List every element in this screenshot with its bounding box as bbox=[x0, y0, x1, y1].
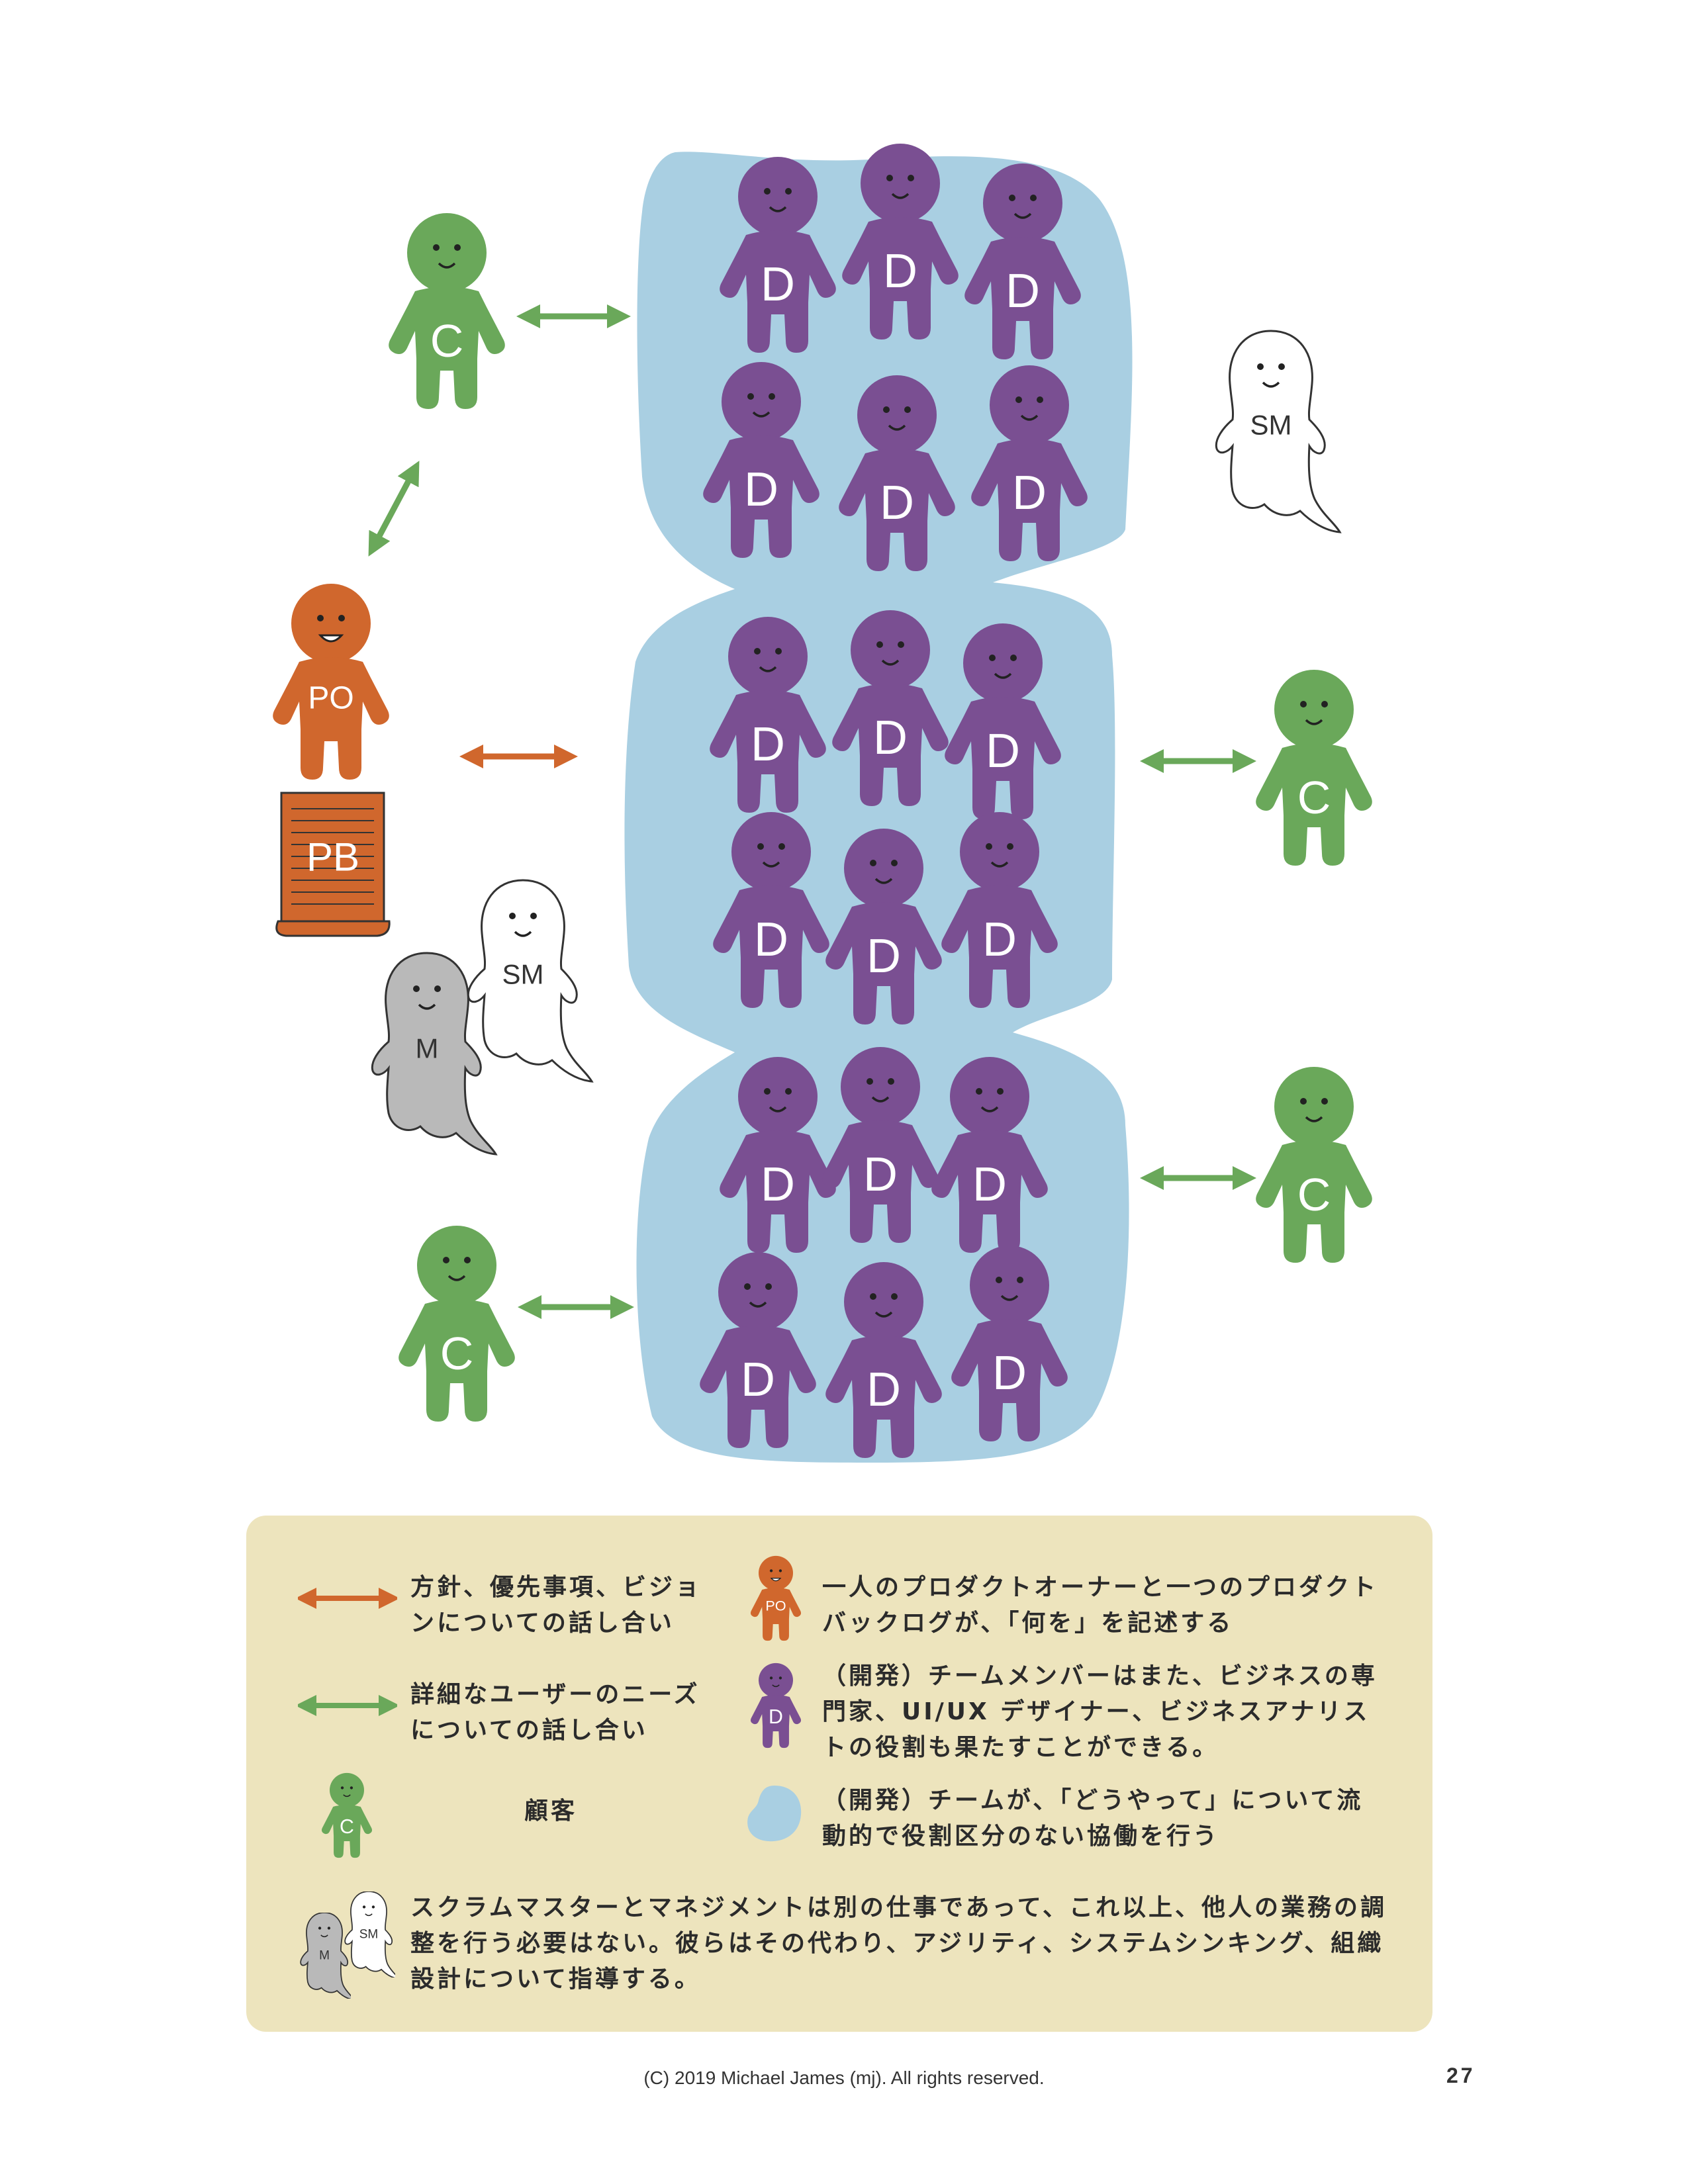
legend-panel: 方針、優先事項、ビジョンについての話し合い 詳細なユーザーのニーズについての話し… bbox=[246, 1516, 1432, 2032]
developer-figure: D bbox=[971, 365, 1088, 561]
product-owner-figure: PO bbox=[273, 584, 389, 780]
legend-developer-label: D bbox=[769, 1706, 783, 1728]
legend-manager-label: M bbox=[319, 1949, 330, 1963]
legend-green-arrow-icon bbox=[298, 1695, 397, 1716]
customer-figure: C bbox=[389, 213, 505, 409]
developer-label: D bbox=[972, 1158, 1007, 1211]
product-backlog-label: PB bbox=[306, 835, 359, 880]
manager-figure: M bbox=[371, 952, 497, 1156]
page-number: 27 bbox=[1446, 2064, 1476, 2087]
developer-figure: D bbox=[945, 623, 1061, 819]
developer-label: D bbox=[880, 477, 914, 529]
scrum-master-figure: SM bbox=[1215, 330, 1341, 533]
developer-label: D bbox=[1012, 467, 1047, 520]
legend-team-area-icon bbox=[747, 1786, 802, 1842]
legend-sm-m-text: スクラムマスターとマネジメントは別の仕事であって、これ以上、他人の業務の調整を行… bbox=[410, 1894, 1387, 1993]
legend-orange-arrow-text: 方針、優先事項、ビジョンについての話し合い bbox=[410, 1574, 702, 1637]
legend-product-owner-text: 一人のプロダクトオーナーと一つのプロダクトバックログが、「何を」を記述する bbox=[822, 1574, 1379, 1637]
legend-developer-icon: D bbox=[750, 1662, 802, 1749]
developer-figure: D bbox=[941, 812, 1058, 1008]
developer-figures: D D D D D D D bbox=[700, 144, 1088, 1458]
developer-figure: D bbox=[931, 1057, 1048, 1253]
developer-label: D bbox=[986, 725, 1020, 778]
developer-figure: D bbox=[951, 1246, 1068, 1441]
legend-customer-label: C bbox=[340, 1816, 354, 1838]
developer-label: D bbox=[761, 1158, 795, 1211]
legend-customer-icon: C bbox=[321, 1772, 373, 1858]
developer-label: D bbox=[982, 913, 1017, 966]
scrum-master-label: SM bbox=[502, 959, 544, 990]
developer-figure: D bbox=[832, 610, 949, 806]
legend-developer-text: （開発）チームメンバーはまた、ビジネスの専門家、UI/UX デザイナー、ビジネス… bbox=[822, 1662, 1378, 1761]
customer-figure: C bbox=[1256, 670, 1372, 866]
developer-label: D bbox=[883, 245, 917, 298]
developer-figure: D bbox=[713, 812, 829, 1008]
customer-label: C bbox=[440, 1328, 474, 1379]
needs-arrow bbox=[368, 461, 420, 557]
legend-customer-text: 顧客 bbox=[524, 1797, 578, 1825]
developer-label: D bbox=[867, 930, 901, 983]
product-owner-label: PO bbox=[308, 681, 353, 716]
scrum-team-diagram: D D D D D D D bbox=[273, 144, 1372, 1463]
developer-figure: D bbox=[825, 829, 942, 1024]
customer-label: C bbox=[1297, 1169, 1331, 1220]
copyright-text: (C) 2019 Michael James (mj). All rights … bbox=[643, 2068, 1045, 2088]
customer-figures: C C C C bbox=[389, 213, 1372, 1422]
developer-figure: D bbox=[720, 1057, 836, 1253]
developer-label: D bbox=[744, 463, 778, 516]
developer-figure: D bbox=[720, 157, 836, 353]
developer-figure: D bbox=[842, 144, 959, 340]
legend-manager-icon: M bbox=[300, 1913, 351, 1999]
customer-figure: C bbox=[399, 1226, 515, 1422]
developer-figure: D bbox=[964, 163, 1081, 359]
developer-figure: D bbox=[822, 1047, 939, 1243]
legend-team-text: （開発）チームが、「どうやって」について流動的で役割区分のない協働を行う bbox=[822, 1787, 1364, 1850]
developer-label: D bbox=[754, 913, 788, 966]
product-backlog-document: PB bbox=[275, 792, 391, 937]
legend-orange-arrow-icon bbox=[298, 1588, 397, 1609]
scrum-master-figure: SM bbox=[467, 879, 593, 1083]
manager-label: M bbox=[416, 1033, 439, 1064]
developer-label: D bbox=[863, 1148, 898, 1201]
legend-product-owner-label: PO bbox=[765, 1597, 786, 1614]
developer-label: D bbox=[741, 1353, 775, 1406]
developer-label: D bbox=[761, 258, 795, 311]
legend-green-arrow-text: 詳細なユーザーのニーズについての話し合い bbox=[410, 1681, 700, 1744]
developer-label: D bbox=[992, 1347, 1027, 1400]
scrum-master-label: SM bbox=[1250, 410, 1292, 441]
customer-figure: C bbox=[1256, 1067, 1372, 1263]
legend-scrum-master-label: SM bbox=[359, 1928, 379, 1942]
legend-product-owner-icon: PO bbox=[750, 1555, 802, 1641]
developer-label: D bbox=[1006, 265, 1040, 318]
developer-figure: D bbox=[839, 375, 955, 571]
developer-figure: D bbox=[703, 362, 820, 558]
developer-label: D bbox=[867, 1363, 901, 1416]
developer-label: D bbox=[873, 711, 908, 764]
legend-scrum-master-icon: SM bbox=[344, 1891, 395, 1978]
needs-arrows bbox=[368, 304, 1256, 1319]
developer-figure: D bbox=[710, 617, 826, 813]
developer-label: D bbox=[751, 718, 785, 771]
developer-figure: D bbox=[700, 1252, 816, 1448]
customer-label: C bbox=[430, 315, 464, 367]
developer-figure: D bbox=[825, 1262, 942, 1458]
customer-label: C bbox=[1297, 772, 1331, 823]
